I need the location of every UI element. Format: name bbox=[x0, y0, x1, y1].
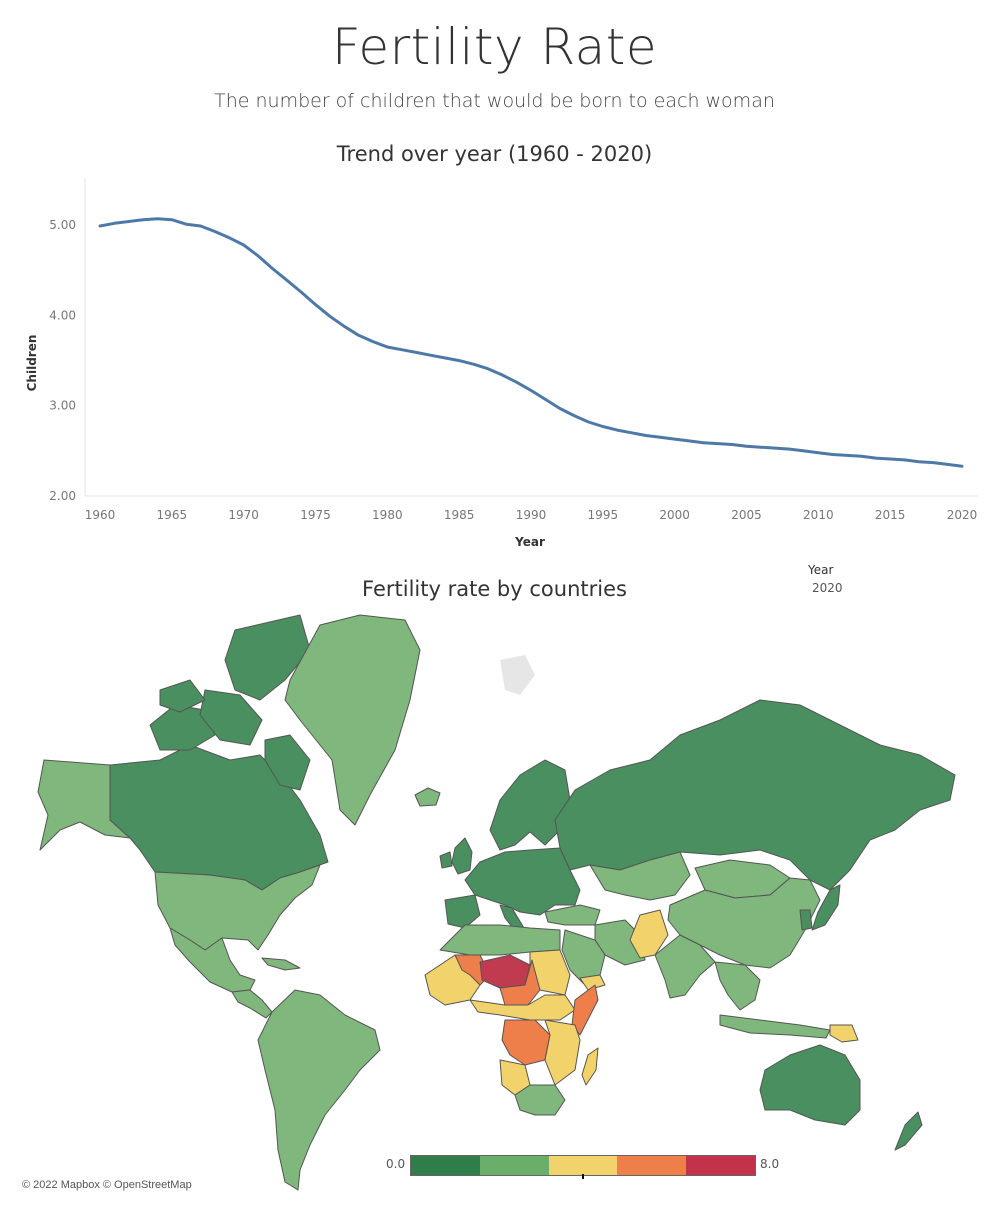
country-east-africa[interactable] bbox=[544, 1019, 581, 1086]
country-europe[interactable] bbox=[464, 847, 581, 916]
country-indonesia[interactable] bbox=[719, 1014, 831, 1039]
country-india[interactable] bbox=[654, 934, 716, 999]
country-somalia[interactable] bbox=[571, 984, 599, 1036]
x-tick-label: 1980 bbox=[372, 508, 403, 522]
country-iberia[interactable] bbox=[444, 894, 481, 929]
x-tick-label: 2010 bbox=[803, 508, 834, 522]
page-subtitle: The number of children that would be bor… bbox=[214, 90, 775, 112]
country-united-kingdom[interactable] bbox=[451, 837, 473, 875]
country-kazakhstan[interactable] bbox=[589, 851, 691, 901]
country-greenland[interactable] bbox=[284, 614, 421, 826]
country-korea[interactable] bbox=[799, 909, 813, 931]
y-axis-label: Children bbox=[25, 335, 39, 392]
y-tick-label: 2.00 bbox=[49, 489, 76, 503]
page-title: Fertility Rate bbox=[331, 18, 658, 76]
country-canada-islands-4[interactable] bbox=[159, 679, 206, 713]
x-axis-label: Year bbox=[514, 535, 545, 549]
y-tick-label: 5.00 bbox=[49, 218, 76, 232]
x-tick-label: 1995 bbox=[588, 508, 619, 522]
line-chart[interactable]: 2.00 3.00 4.00 5.00 1960 1965 1970 1975 1980 1985… bbox=[0, 170, 989, 555]
country-canada-islands[interactable] bbox=[224, 614, 311, 701]
country-japan[interactable] bbox=[811, 884, 841, 931]
year-filter-value[interactable]: 2020 bbox=[812, 581, 843, 595]
legend-color-step bbox=[411, 1156, 480, 1175]
world-map[interactable] bbox=[0, 612, 989, 1202]
country-ireland[interactable] bbox=[439, 851, 453, 869]
x-tick-label: 1960 bbox=[85, 508, 116, 522]
country-iceland[interactable] bbox=[414, 787, 441, 807]
map-credits: © 2022 Mapbox © OpenStreetMap bbox=[22, 1179, 192, 1191]
line-chart-title: Trend over year (1960 - 2020) bbox=[336, 142, 653, 166]
year-filter-label: Year bbox=[808, 563, 834, 577]
country-southeast-asia[interactable] bbox=[714, 961, 761, 1011]
x-tick-label: 2005 bbox=[731, 508, 762, 522]
x-tick-label: 1975 bbox=[300, 508, 331, 522]
y-tick-label: 4.00 bbox=[49, 308, 76, 322]
year-filter[interactable]: Year 2020 bbox=[808, 563, 843, 595]
legend-color-bar bbox=[410, 1155, 756, 1176]
legend-color-step bbox=[686, 1156, 755, 1175]
x-tick-label: 1970 bbox=[228, 508, 259, 522]
country-papua-new-guinea[interactable] bbox=[829, 1024, 859, 1043]
series-line[interactable] bbox=[98, 217, 964, 468]
y-tick-label: 3.00 bbox=[49, 399, 76, 413]
country-central-america[interactable] bbox=[231, 989, 273, 1019]
country-yemen[interactable] bbox=[579, 974, 606, 991]
country-canada-islands-5[interactable] bbox=[264, 734, 311, 791]
country-southern-africa[interactable] bbox=[514, 1084, 566, 1116]
country-mexico[interactable] bbox=[169, 927, 256, 993]
country-cuba[interactable] bbox=[261, 957, 301, 971]
legend-color-step bbox=[548, 1156, 618, 1175]
country-south-america[interactable] bbox=[257, 989, 381, 1191]
country-new-zealand[interactable] bbox=[894, 1111, 923, 1151]
country-canada-islands-3[interactable] bbox=[199, 689, 263, 746]
country-dr-congo[interactable] bbox=[501, 1019, 551, 1066]
legend-marker bbox=[582, 1174, 584, 1179]
x-tick-label: 2015 bbox=[875, 508, 906, 522]
x-tick-label: 1965 bbox=[157, 508, 188, 522]
x-tick-label: 2000 bbox=[659, 508, 690, 522]
x-tick-label: 2020 bbox=[947, 508, 978, 522]
country-north-africa[interactable] bbox=[439, 924, 561, 956]
legend-max-label: 8.0 bbox=[760, 1157, 780, 1171]
legend-color-step bbox=[617, 1156, 687, 1175]
map-title: Fertility rate by countries bbox=[362, 577, 627, 601]
x-tick-label: 1985 bbox=[444, 508, 475, 522]
country-madagascar[interactable] bbox=[581, 1047, 599, 1086]
x-tick-label: 1990 bbox=[516, 508, 547, 522]
legend-color-step bbox=[479, 1156, 549, 1175]
svalbard-no-data bbox=[500, 655, 535, 695]
country-australia[interactable] bbox=[759, 1044, 861, 1126]
legend-min-label: 0.0 bbox=[386, 1157, 406, 1171]
